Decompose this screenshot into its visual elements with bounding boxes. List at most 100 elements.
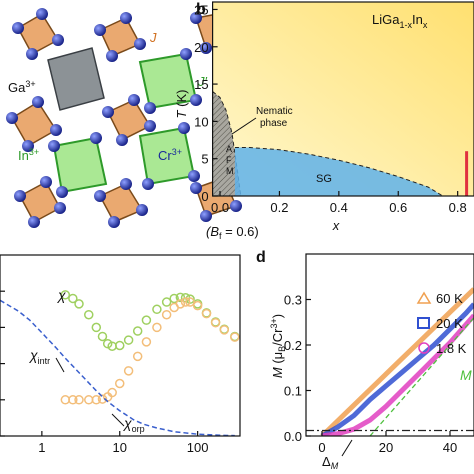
leader-line — [341, 439, 353, 457]
label-in-text: In — [18, 148, 29, 163]
annotation-part: χ — [122, 415, 132, 431]
data-point — [141, 337, 152, 347]
label-cr: Cr3+ — [158, 147, 182, 163]
y-tick-label: 15 — [194, 77, 208, 92]
y-tick-label: 0.0 — [284, 429, 302, 444]
data-point — [123, 366, 134, 376]
annotation: F — [226, 155, 232, 165]
data-point — [68, 293, 78, 304]
title-part: x — [423, 20, 428, 30]
annotation-part: intr — [38, 356, 51, 366]
data-point — [107, 387, 117, 398]
legend-label: 60 K — [436, 291, 463, 306]
legend-label: 20 K — [436, 316, 463, 331]
annotation-part: χ — [28, 347, 38, 363]
y-axis-label-part: T — [174, 109, 189, 118]
y-tick-label: 0 — [201, 189, 208, 204]
panel-b-title: LiGa1-xInx — [372, 12, 428, 30]
annotation: χ — [56, 287, 66, 303]
legend-marker — [416, 291, 432, 304]
label-ga: Ga3+ — [8, 79, 36, 95]
x-tick-label: 1 — [38, 440, 45, 455]
leader-line — [55, 357, 65, 373]
label-cr-text: Cr — [158, 148, 172, 163]
legend-marker — [417, 317, 430, 329]
phase-boundary — [234, 147, 444, 196]
data-point — [68, 395, 78, 405]
x-tick-label: 0.4 — [330, 200, 348, 215]
x-tick-label: 0.2 — [270, 200, 288, 215]
data-point — [219, 325, 230, 335]
y-axis-label: T (K) — [174, 90, 189, 119]
label-in-charge: 3+ — [29, 147, 39, 157]
data-point — [169, 293, 179, 304]
data-point — [97, 331, 108, 342]
annotation: χintr — [28, 347, 50, 366]
y-tick-label: 0.3 — [284, 293, 302, 308]
data-point — [114, 340, 125, 351]
legend-marker — [418, 342, 430, 354]
x-axis-label: x — [332, 218, 340, 233]
y-tick-label: 20 — [194, 40, 208, 55]
data-point — [141, 315, 152, 325]
annotation: (Bf = 0.6) — [206, 224, 259, 241]
plot-area — [306, 287, 474, 436]
data-point — [192, 300, 203, 311]
y-axis-label-part: (K) — [174, 90, 189, 111]
annotation-part: (B — [206, 224, 219, 239]
data-point — [175, 299, 186, 309]
title-part: In — [412, 12, 423, 27]
y-axis-label-part: 3+ — [269, 318, 279, 328]
x-tick-label: 100 — [187, 440, 209, 455]
annotation-part: f — [219, 231, 222, 241]
label-cr-charge: 3+ — [172, 147, 182, 157]
data-point — [161, 309, 172, 320]
x-tick-label: 0.8 — [449, 200, 467, 215]
annotation-part: orp — [132, 424, 145, 434]
y-axis-label-part: (μ — [270, 352, 285, 367]
annotation: Nematic — [256, 106, 293, 117]
data-point — [201, 308, 212, 319]
data-point — [180, 297, 191, 307]
crystal-structure: J Ga3+ J′ In3+ Cr3+ — [6, 6, 246, 228]
label-j: J — [149, 30, 157, 45]
annotation: SG — [316, 173, 332, 185]
title-part: LiGa — [372, 12, 400, 27]
data-point — [132, 351, 143, 362]
data-point — [60, 290, 71, 300]
data-point — [84, 309, 94, 320]
data-point — [230, 332, 240, 342]
leader-line — [111, 413, 125, 427]
annotation-part: = 0.6) — [222, 224, 259, 239]
annotation: M — [460, 367, 472, 383]
x-tick-label: 0 — [318, 440, 325, 455]
data-point — [175, 292, 186, 303]
annotation-part: Δ — [322, 454, 331, 469]
data-point — [152, 322, 162, 333]
y-axis-label-part: B — [277, 346, 287, 352]
annotation: phase — [260, 118, 288, 129]
data-point — [91, 322, 102, 333]
data-point — [74, 299, 84, 309]
data-line — [369, 317, 474, 436]
data-point — [74, 395, 84, 405]
label-ga-charge: 3+ — [25, 79, 35, 89]
label-ga-text: Ga — [8, 80, 26, 95]
axes-frame — [0, 254, 241, 437]
data-point — [161, 297, 172, 307]
y-tick-label: 0.2 — [284, 338, 302, 353]
annotation: M — [226, 166, 234, 176]
title-part: 1-x — [399, 20, 412, 30]
y-axis-label-part: M — [270, 367, 285, 378]
data-point — [114, 378, 125, 389]
data-line — [321, 313, 474, 436]
x-tick-label: 0.0 — [211, 200, 229, 215]
annotation: χorp — [122, 415, 145, 434]
y-tick-label: 0.1 — [284, 384, 302, 399]
phase-region — [234, 147, 443, 196]
data-line — [320, 302, 474, 436]
data-point — [185, 297, 195, 307]
data-point — [97, 394, 108, 404]
